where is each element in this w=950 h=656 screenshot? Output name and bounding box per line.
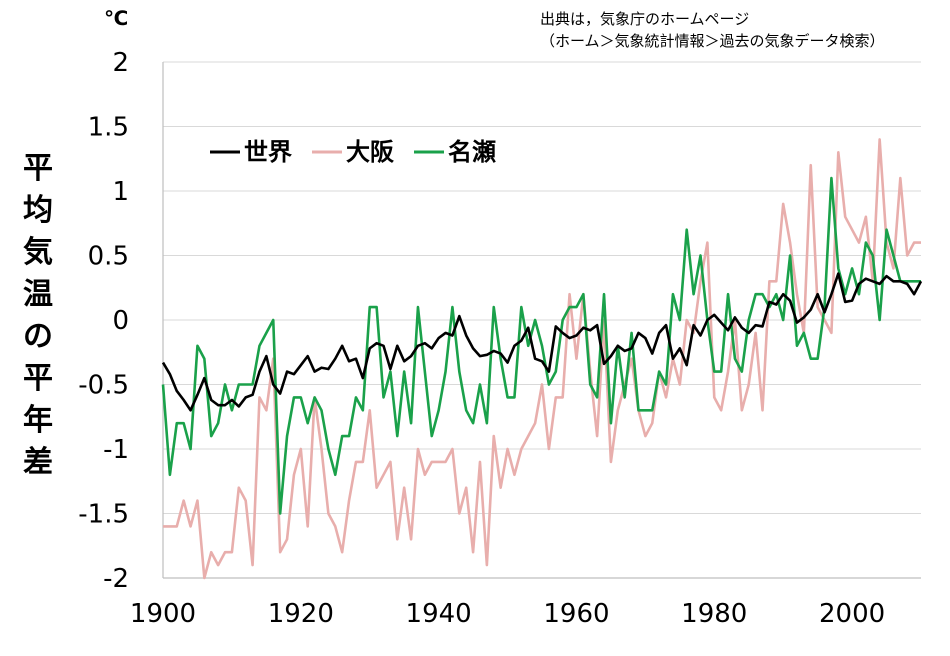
x-tick-label: 1960 bbox=[543, 599, 609, 629]
x-tick-label: 1940 bbox=[406, 599, 472, 629]
axes bbox=[162, 62, 921, 579]
legend-label: 大阪 bbox=[346, 138, 394, 166]
unit-label: ℃ bbox=[104, 6, 128, 30]
legend-background bbox=[205, 128, 515, 168]
x-tick-label: 1900 bbox=[130, 599, 196, 629]
series-line-osaka bbox=[163, 138, 921, 580]
series-line-world bbox=[161, 272, 923, 412]
y-tick-label: 2 bbox=[112, 48, 129, 78]
y-tick-label: -0.5 bbox=[78, 371, 129, 401]
y-tick-label: 0.5 bbox=[88, 242, 129, 272]
source-line-2: （ホーム＞気象統計情報＞過去の気象データ検索） bbox=[540, 32, 885, 50]
legend-label: 世界 bbox=[244, 138, 292, 166]
legend-label: 名瀬 bbox=[448, 138, 496, 166]
y-tick-label: -1.5 bbox=[78, 500, 129, 530]
series-lines bbox=[161, 138, 923, 580]
y-tick-label: -1 bbox=[103, 435, 129, 465]
legend: 世界 大阪 名瀬 bbox=[205, 128, 515, 168]
x-tick-label: 1920 bbox=[268, 599, 334, 629]
y-tick-label: 1 bbox=[112, 177, 129, 207]
y-tick-label: 0 bbox=[112, 306, 129, 336]
source-line-1: 出典は，気象庁のホームページ bbox=[540, 10, 749, 28]
y-axis-label: 平均気温の平年差 bbox=[23, 151, 53, 480]
y-tick-labels: 2 1.5 1 0.5 0 -0.5 -1 -1.5 -2 bbox=[78, 48, 129, 594]
x-tick-label: 2000 bbox=[819, 599, 885, 629]
x-tick-labels: 1900 1920 1940 1960 1980 2000 bbox=[130, 599, 885, 629]
y-tick-label: 1.5 bbox=[88, 113, 129, 143]
x-tick-label: 1980 bbox=[681, 599, 747, 629]
y-tick-label: -2 bbox=[103, 564, 129, 594]
